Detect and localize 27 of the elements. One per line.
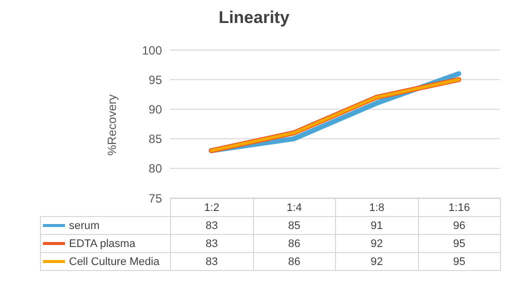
data-label: 83 (170, 216, 253, 234)
x-tick-label: 1:4 (253, 198, 336, 216)
legend-label: EDTA plasma (40, 234, 170, 252)
legend-label: serum (40, 216, 170, 234)
x-tick-label: 1:16 (418, 198, 500, 216)
data-label: 95 (418, 252, 500, 270)
legend-label: Cell Culture Media (40, 252, 170, 270)
data-label: 95 (418, 234, 500, 252)
y-tick-label: 95 (148, 72, 162, 87)
data-label: 83 (170, 234, 253, 252)
y-tick-label: 75 (148, 191, 162, 206)
y-tick-label: 85 (148, 132, 162, 146)
data-label: 96 (418, 216, 500, 234)
y-axis-title: %Recovery (105, 94, 119, 156)
x-tick-label: 1:8 (336, 198, 418, 216)
y-tick-label: 80 (148, 162, 162, 176)
data-label: 91 (336, 216, 418, 234)
data-label: 92 (336, 252, 418, 270)
data-label: 85 (253, 216, 336, 234)
y-tick-label: 100 (142, 43, 162, 58)
x-tick-label: 1:2 (170, 198, 253, 216)
data-label: 92 (336, 234, 418, 252)
chart-title: Linearity (218, 8, 290, 28)
data-label: 86 (253, 234, 336, 252)
y-tick-label: 90 (148, 102, 162, 116)
data-label: 86 (253, 252, 336, 270)
data-label: 83 (170, 252, 253, 270)
